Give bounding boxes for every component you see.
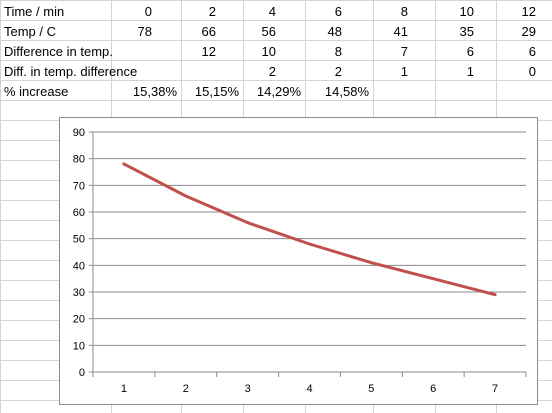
table-cell[interactable] — [435, 82, 478, 102]
y-tick-label: 70 — [73, 180, 85, 192]
table-cell[interactable]: 2 — [208, 4, 216, 19]
table-cell[interactable]: 10 — [261, 44, 276, 59]
table-cell[interactable]: 8 — [400, 4, 408, 19]
x-tick-label: 3 — [245, 383, 251, 395]
table-cell[interactable]: 56 — [261, 24, 276, 39]
x-tick-label: 6 — [430, 383, 436, 395]
table-cell[interactable]: 6 — [528, 44, 536, 59]
table-row: % increase 15,38% 15,15% 14,29% 14,58% — [0, 82, 552, 102]
table-cell[interactable]: 1 — [400, 64, 408, 79]
table-cell[interactable]: 2 — [334, 64, 342, 79]
table-cell[interactable]: 7 — [400, 44, 408, 59]
data-point — [308, 242, 311, 246]
row-label[interactable]: Time / min — [4, 4, 65, 19]
y-tick-label: 30 — [73, 287, 85, 299]
table-cell[interactable]: 6 — [334, 4, 342, 19]
y-tick-label: 60 — [73, 207, 85, 219]
y-tick-label: 10 — [73, 340, 85, 352]
table-cell[interactable]: 8 — [334, 44, 342, 59]
table-row: Difference in temp. 12 10 8 7 6 6 — [0, 42, 552, 62]
y-tick-label: 80 — [73, 154, 85, 166]
table-cell[interactable]: 41 — [393, 24, 408, 39]
y-tick-label: 90 — [73, 127, 85, 139]
y-tick-label: 50 — [73, 234, 85, 246]
x-tick-label: 5 — [368, 383, 374, 395]
data-point — [431, 277, 435, 281]
table-cell[interactable]: 15,38% — [132, 84, 177, 99]
table-row: Time / min 0 2 4 6 8 10 12 — [0, 2, 552, 22]
table-cell[interactable] — [111, 42, 156, 62]
row-label[interactable]: Temp / C — [4, 24, 57, 39]
y-tick-label: 40 — [73, 260, 85, 272]
table-cell[interactable]: 0 — [144, 4, 152, 19]
chart-canvas: 0 10 20 30 40 50 60 70 80 90 1 2 3 4 5 6 7 — [73, 127, 527, 395]
row-label[interactable]: % increase — [4, 84, 69, 99]
data-point — [493, 293, 497, 297]
data-point — [122, 162, 126, 166]
data-point — [184, 194, 188, 198]
table-cell[interactable]: 0 — [528, 64, 536, 79]
table-row: Diff. in temp. difference 2 2 1 1 0 — [0, 62, 552, 82]
table-cell[interactable]: 2 — [268, 64, 276, 79]
table-cell[interactable]: 78 — [137, 24, 152, 39]
table-cell[interactable]: 1 — [466, 64, 474, 79]
x-tick-label: 1 — [121, 383, 127, 395]
series-line — [122, 162, 497, 297]
table-cell[interactable]: 66 — [201, 24, 216, 39]
table-cell[interactable] — [111, 62, 156, 82]
table-cell[interactable] — [181, 62, 220, 82]
table-cell[interactable]: 48 — [327, 24, 342, 39]
table-cell[interactable]: 12 — [201, 44, 216, 59]
table-cell[interactable]: 14,29% — [256, 84, 301, 99]
table-cell[interactable]: 15,15% — [194, 84, 239, 99]
table-cell[interactable]: 10 — [459, 4, 474, 19]
x-tick-label: 7 — [492, 383, 498, 395]
row-label[interactable]: Diff. in temp. difference — [4, 64, 138, 79]
y-tick-label: 20 — [73, 314, 85, 326]
line-chart[interactable]: 0 10 20 30 40 50 60 70 80 90 1 2 3 4 5 6 7 — [59, 117, 538, 405]
y-tick-label: 0 — [79, 367, 85, 379]
table-cell[interactable] — [496, 82, 540, 102]
table-row: Temp / C 78 66 56 48 41 35 29 — [0, 22, 552, 42]
row-label[interactable]: Difference in temp. — [4, 44, 113, 59]
table-cell[interactable]: 14,58% — [324, 84, 369, 99]
table-cell[interactable]: 4 — [268, 4, 276, 19]
x-tick-label: 4 — [306, 383, 312, 395]
data-point — [369, 261, 373, 265]
table-cell[interactable]: 12 — [521, 4, 536, 19]
data-point — [246, 221, 250, 225]
table-cell[interactable] — [373, 82, 412, 102]
x-tick-label: 2 — [183, 383, 189, 395]
table-cell[interactable]: 6 — [466, 44, 474, 59]
table-cell[interactable]: 35 — [459, 24, 474, 39]
table-cell[interactable]: 29 — [521, 24, 536, 39]
